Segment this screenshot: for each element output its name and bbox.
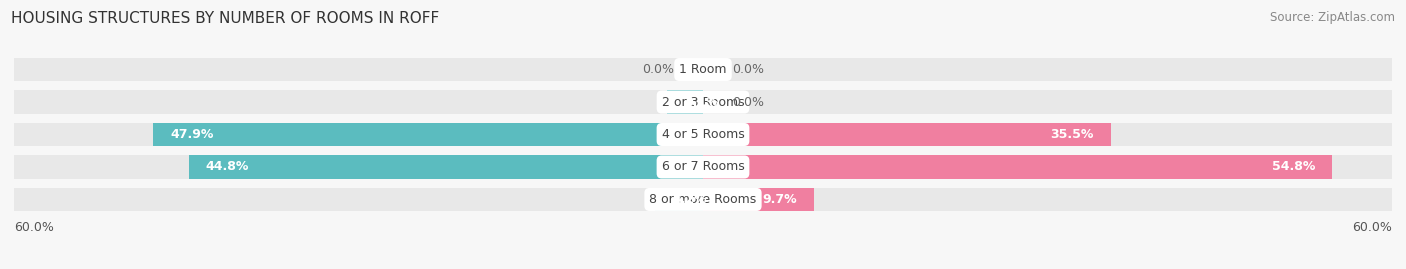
Text: 4 or 5 Rooms: 4 or 5 Rooms [662, 128, 744, 141]
Text: 9.7%: 9.7% [762, 193, 797, 206]
Text: 35.5%: 35.5% [1050, 128, 1094, 141]
Bar [14, 58, 1392, 81]
Bar [14, 155, 1392, 179]
Bar [668, 90, 703, 114]
Text: 47.9%: 47.9% [170, 128, 214, 141]
Text: 8 or more Rooms: 8 or more Rooms [650, 193, 756, 206]
Bar [703, 188, 814, 211]
Bar [188, 155, 703, 179]
Text: 6 or 7 Rooms: 6 or 7 Rooms [662, 161, 744, 174]
Bar [655, 188, 703, 211]
Text: 54.8%: 54.8% [1271, 161, 1315, 174]
Bar [703, 123, 1111, 146]
Text: 60.0%: 60.0% [14, 221, 53, 233]
Text: 0.0%: 0.0% [731, 95, 763, 108]
Text: 3.1%: 3.1% [685, 95, 720, 108]
Text: 44.8%: 44.8% [205, 161, 249, 174]
Text: Source: ZipAtlas.com: Source: ZipAtlas.com [1270, 11, 1395, 24]
Text: HOUSING STRUCTURES BY NUMBER OF ROOMS IN ROFF: HOUSING STRUCTURES BY NUMBER OF ROOMS IN… [11, 11, 440, 26]
Text: 60.0%: 60.0% [1353, 221, 1392, 233]
Text: 0.0%: 0.0% [731, 63, 763, 76]
Bar [14, 123, 1392, 146]
Bar [14, 188, 1392, 211]
Text: 2 or 3 Rooms: 2 or 3 Rooms [662, 95, 744, 108]
Text: 4.2%: 4.2% [672, 193, 707, 206]
Text: 1 Room: 1 Room [679, 63, 727, 76]
Bar [14, 90, 1392, 114]
Bar [703, 155, 1333, 179]
Text: 0.0%: 0.0% [643, 63, 675, 76]
Bar [153, 123, 703, 146]
